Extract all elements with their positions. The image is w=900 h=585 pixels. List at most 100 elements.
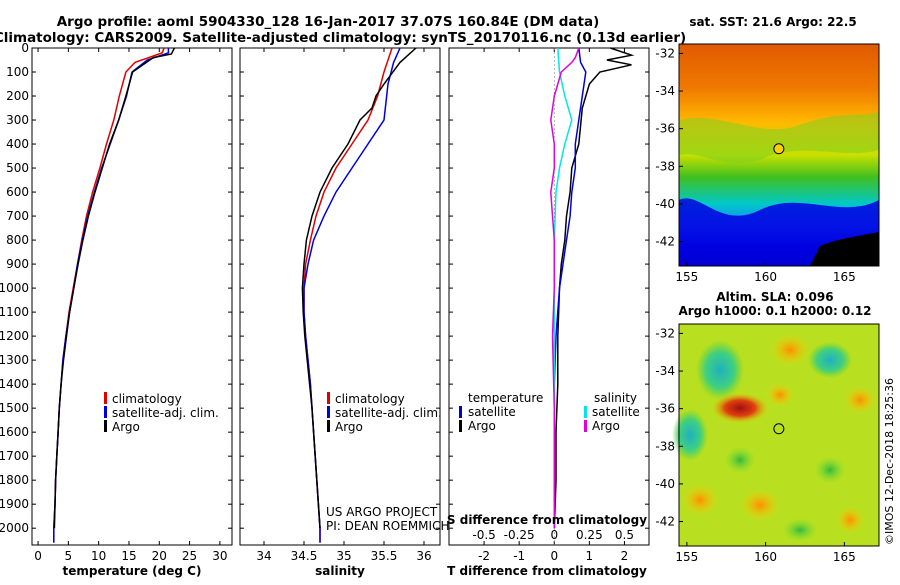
x-tick-label: 1 — [586, 549, 594, 563]
temperature-panel-ticks: 0100200300400500600700800900100011001200… — [0, 41, 232, 563]
lat-tick-label: -34 — [655, 364, 675, 378]
salinity-panel-series — [301, 47, 417, 543]
lat-tick-label: -32 — [655, 46, 675, 60]
series-line-satellite — [303, 47, 401, 543]
sla-eddy — [766, 383, 794, 407]
temperature-panel-series — [53, 47, 176, 543]
salinity-legend: climatology satellite-adj. clim. Argo — [327, 392, 442, 434]
series-line-argo — [53, 47, 176, 529]
sla-eddy — [770, 334, 810, 366]
legend-swatch-satellite — [104, 406, 107, 418]
lon-tick-label: 165 — [833, 270, 856, 284]
series-line-argo — [301, 47, 417, 529]
series-line-s_satellite — [553, 47, 573, 529]
y-tick-label: 1300 — [0, 353, 29, 367]
legend-swatch-argo — [104, 420, 107, 432]
x-tick-label: -1 — [513, 549, 525, 563]
difference-panel-ticks: -2 -1 0 1 2 -0.5 -0.25 0 0.25 0.5 — [449, 47, 649, 563]
sla-argo-position-marker — [773, 423, 785, 435]
y-tick-label: 400 — [6, 137, 29, 151]
sla-eddy — [844, 386, 876, 414]
x-tick-label: 20 — [152, 549, 167, 563]
sla-eddy — [672, 409, 708, 461]
legend-label-s-argo: Argo — [592, 419, 620, 433]
x-tick-label: 30 — [212, 549, 227, 563]
difference-legend: temperature satellite Argo salinity sate… — [459, 391, 640, 433]
legend-title-temperature: temperature — [468, 391, 543, 405]
credit-pi: PI: DEAN ROEMMICH — [326, 519, 449, 533]
sst-land-mask — [810, 232, 879, 266]
lon-tick-label: 160 — [754, 270, 777, 284]
y-tick-label: 1200 — [0, 329, 29, 343]
sla-map: -32 -34 -36 -38 -40 -42 155 160 165 — [655, 323, 880, 564]
legend-label-climatology: climatology — [112, 392, 182, 406]
x2-tick-label: -0.25 — [504, 528, 535, 542]
x-tick-label: 15 — [121, 549, 136, 563]
temperature-axis-label: temperature (deg C) — [63, 564, 202, 578]
legend-label-climatology: climatology — [335, 392, 405, 406]
lat-tick-label: -36 — [655, 402, 675, 416]
lat-tick-label: -42 — [655, 235, 675, 249]
series-line-s_argo — [550, 47, 580, 529]
sla-map-subtitle: Argo h1000: 0.1 h2000: 0.12 — [678, 304, 871, 318]
sla-eddy — [696, 340, 744, 400]
lat-tick-label: -40 — [655, 477, 675, 491]
y-tick-label: 1600 — [0, 425, 29, 439]
sla-map-ticks: -32 -34 -36 -38 -40 -42 155 160 165 — [655, 326, 855, 564]
legend-label-argo: Argo — [112, 420, 140, 434]
salinity-panel-ticks: 34 34.5 35 35.5 36 — [240, 47, 440, 563]
x-tick-label: 34 — [256, 549, 271, 563]
lat-tick-label: -32 — [655, 326, 675, 340]
y-tick-label: 700 — [6, 209, 29, 223]
series-line-climatology — [53, 47, 165, 543]
difference-panel-series — [550, 47, 635, 529]
y-tick-label: 100 — [6, 65, 29, 79]
legend-label-t-argo: Argo — [468, 419, 496, 433]
lat-tick-label: -38 — [655, 439, 675, 453]
y-tick-label: 1100 — [0, 305, 29, 319]
x-tick-label: 25 — [182, 549, 197, 563]
y-tick-label: 1900 — [0, 497, 29, 511]
x-tick-label: 0 — [34, 549, 42, 563]
legend-swatch-argo — [327, 420, 330, 432]
x-tick-label: 10 — [91, 549, 106, 563]
figure-title-line2: Climatology: CARS2009. Satellite-adjuste… — [0, 30, 686, 46]
legend-swatch-s-argo — [584, 420, 587, 432]
lat-tick-label: -40 — [655, 197, 675, 211]
y-tick-label: 1500 — [0, 401, 29, 415]
y-tick-label: 2000 — [0, 521, 29, 535]
series-line-satellite — [53, 48, 170, 543]
sla-eddy — [740, 489, 780, 521]
y-tick-label: 200 — [6, 89, 29, 103]
x2-tick-label: 0.5 — [615, 528, 634, 542]
sla-map-frame — [678, 323, 880, 547]
legend-title-salinity: salinity — [594, 391, 637, 405]
imos-watermark: ©IMOS 12-Dec-2018 18:25:36 — [883, 378, 896, 545]
y-tick-label: 1800 — [0, 473, 29, 487]
lon-tick-label: 155 — [675, 550, 698, 564]
salinity-panel-frame — [239, 47, 441, 546]
x2-tick-label: 0 — [550, 528, 558, 542]
sla-eddy — [836, 506, 864, 534]
legend-label-satellite: satellite-adj. clim. — [112, 406, 219, 420]
legend-swatch-t-satellite — [459, 406, 462, 418]
sst-argo-position-marker — [773, 143, 785, 155]
lon-tick-label: 165 — [833, 550, 856, 564]
legend-swatch-climatology — [327, 392, 330, 404]
sst-front — [679, 112, 879, 163]
lon-tick-label: 155 — [675, 270, 698, 284]
sla-eddy — [782, 518, 818, 542]
y-tick-label: 1700 — [0, 449, 29, 463]
sla-map-title: Altim. SLA: 0.096 — [716, 290, 833, 304]
sst-map-title: sat. SST: 21.6 Argo: 22.5 — [689, 15, 856, 29]
y-tick-label: 300 — [6, 113, 29, 127]
x-tick-label: 35 — [336, 549, 351, 563]
salinity-axis-label: salinity — [315, 564, 365, 578]
sla-eddy — [710, 392, 770, 424]
s-difference-axis-label: S difference from climatology — [447, 513, 647, 527]
x-tick-label: 36 — [416, 549, 431, 563]
temperature-panel-frame — [31, 47, 233, 546]
x2-tick-label: -0.5 — [472, 528, 495, 542]
series-line-climatology — [303, 47, 393, 543]
